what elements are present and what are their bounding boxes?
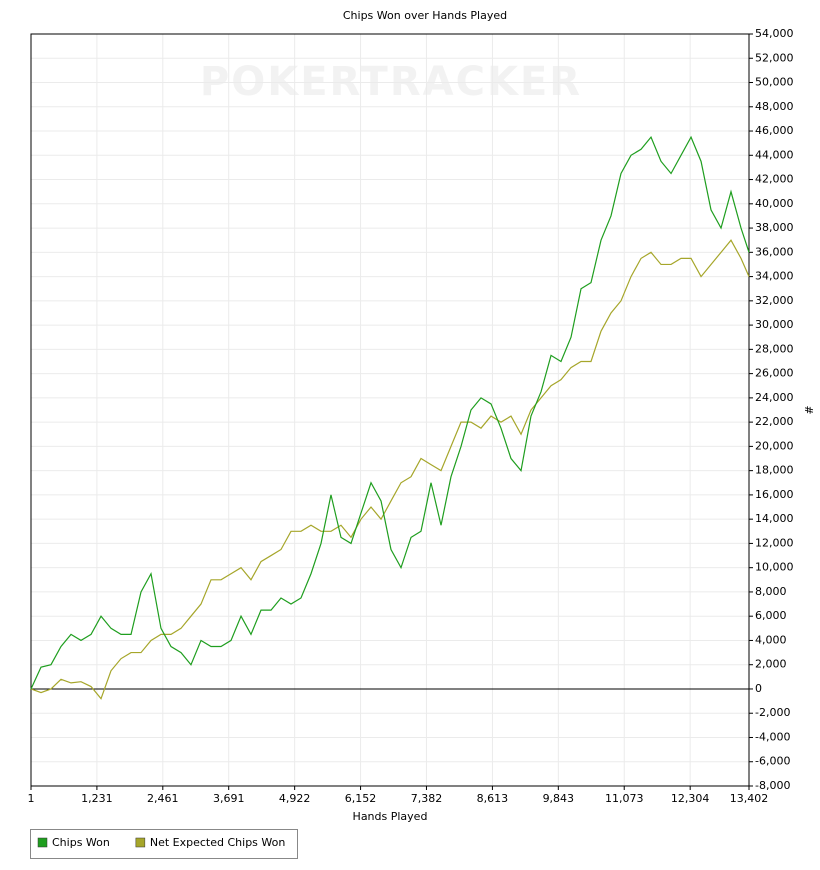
y-tick-label: 28,000 bbox=[755, 342, 794, 355]
y-tick-label: 20,000 bbox=[755, 439, 794, 452]
y-tick-label: 18,000 bbox=[755, 464, 794, 477]
x-axis-label: Hands Played bbox=[353, 810, 428, 823]
y-tick-label: 30,000 bbox=[755, 318, 794, 331]
y-tick-label: 12,000 bbox=[755, 536, 794, 549]
y-tick-label: 38,000 bbox=[755, 221, 794, 234]
x-tick-label: 8,613 bbox=[477, 792, 509, 805]
y-tick-label: 10,000 bbox=[755, 561, 794, 574]
x-tick-label: 1,231 bbox=[81, 792, 113, 805]
legend-swatch bbox=[37, 837, 48, 848]
y-tick-label: 50,000 bbox=[755, 76, 794, 89]
y-tick-label: 54,000 bbox=[755, 27, 794, 40]
x-tick-label: 1 bbox=[28, 792, 35, 805]
x-tick-label: 2,461 bbox=[147, 792, 179, 805]
x-tick-label: 7,382 bbox=[411, 792, 443, 805]
y-tick-label: 6,000 bbox=[755, 609, 787, 622]
y-tick-label: 16,000 bbox=[755, 488, 794, 501]
y-tick-label: 26,000 bbox=[755, 367, 794, 380]
y-tick-label: 8,000 bbox=[755, 585, 787, 598]
y-tick-label: 22,000 bbox=[755, 415, 794, 428]
x-tick-label: 13,402 bbox=[730, 792, 769, 805]
legend bbox=[30, 829, 298, 859]
x-tick-label: 9,843 bbox=[543, 792, 575, 805]
y-tick-label: 14,000 bbox=[755, 512, 794, 525]
series-line bbox=[30, 135, 750, 690]
y-tick-label: -4,000 bbox=[755, 730, 790, 743]
chart-title: Chips Won over Hands Played bbox=[343, 9, 507, 22]
y-tick-label: 40,000 bbox=[755, 197, 794, 210]
y-tick-label: 0 bbox=[755, 682, 762, 695]
x-tick-label: 6,152 bbox=[345, 792, 377, 805]
x-tick-label: 12,304 bbox=[671, 792, 710, 805]
y-tick-label: 24,000 bbox=[755, 391, 794, 404]
x-tick-label: 4,922 bbox=[279, 792, 311, 805]
y-tick-label: 2,000 bbox=[755, 658, 787, 671]
y-tick-label: 46,000 bbox=[755, 124, 794, 137]
y-tick-label: 44,000 bbox=[755, 148, 794, 161]
legend-label: Net Expected Chips Won bbox=[150, 836, 286, 849]
legend-label: Chips Won bbox=[52, 836, 110, 849]
y-tick-label: 32,000 bbox=[755, 294, 794, 307]
y-tick-label: -2,000 bbox=[755, 706, 790, 719]
x-tick-label: 11,073 bbox=[605, 792, 644, 805]
series-line bbox=[30, 239, 750, 700]
y-tick-label: 52,000 bbox=[755, 51, 794, 64]
legend-swatch bbox=[135, 837, 146, 848]
y-tick-label: -8,000 bbox=[755, 779, 790, 792]
plot-frame bbox=[30, 33, 750, 787]
y-axis-label: # bbox=[802, 405, 815, 414]
x-tick-label: 3,691 bbox=[213, 792, 245, 805]
y-tick-label: 34,000 bbox=[755, 270, 794, 283]
y-tick-label: -6,000 bbox=[755, 755, 790, 768]
y-tick-label: 4,000 bbox=[755, 633, 787, 646]
y-tick-label: 42,000 bbox=[755, 173, 794, 186]
watermark: POKERTRACKER bbox=[200, 59, 582, 105]
y-tick-label: 36,000 bbox=[755, 245, 794, 258]
y-tick-label: 48,000 bbox=[755, 100, 794, 113]
